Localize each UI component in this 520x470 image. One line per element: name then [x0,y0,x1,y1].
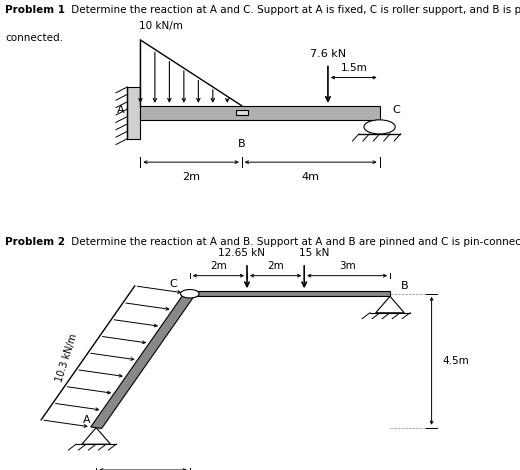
Circle shape [364,120,395,134]
Text: B: B [238,139,245,149]
Text: 7.6 kN: 7.6 kN [310,49,346,59]
Text: Problem 2: Problem 2 [5,237,65,247]
Text: connected.: connected. [5,33,63,43]
Circle shape [180,290,199,298]
Text: 2m: 2m [182,172,200,181]
Polygon shape [82,428,111,444]
Text: 1.5m: 1.5m [341,63,367,73]
Text: C: C [169,279,177,289]
Text: 4m: 4m [302,172,320,181]
Polygon shape [91,293,195,429]
Text: 3m: 3m [339,261,356,271]
Text: Determine the reaction at A and B. Support at A and B are pinned and C is pin-co: Determine the reaction at A and B. Suppo… [68,237,520,247]
Text: Determine the reaction at A and C. Support at A is fixed, C is roller support, a: Determine the reaction at A and C. Suppo… [68,5,520,15]
Text: A: A [117,105,125,116]
Text: B: B [400,282,408,291]
Text: 10 kN/m: 10 kN/m [139,21,183,31]
Polygon shape [375,297,405,313]
Text: 4.5m: 4.5m [442,356,469,366]
Text: C: C [393,105,400,116]
Bar [140,106,380,120]
Bar [195,291,390,297]
Text: Problem 1: Problem 1 [5,5,65,15]
Text: 2m: 2m [267,261,284,271]
Bar [236,110,248,115]
Text: A: A [83,415,91,425]
Bar [127,87,140,139]
Text: 10.3 kN/m: 10.3 kN/m [55,332,80,383]
Text: 2m: 2m [210,261,227,271]
Text: 15 kN: 15 kN [300,248,330,259]
Text: 12.65 kN: 12.65 kN [218,248,265,259]
